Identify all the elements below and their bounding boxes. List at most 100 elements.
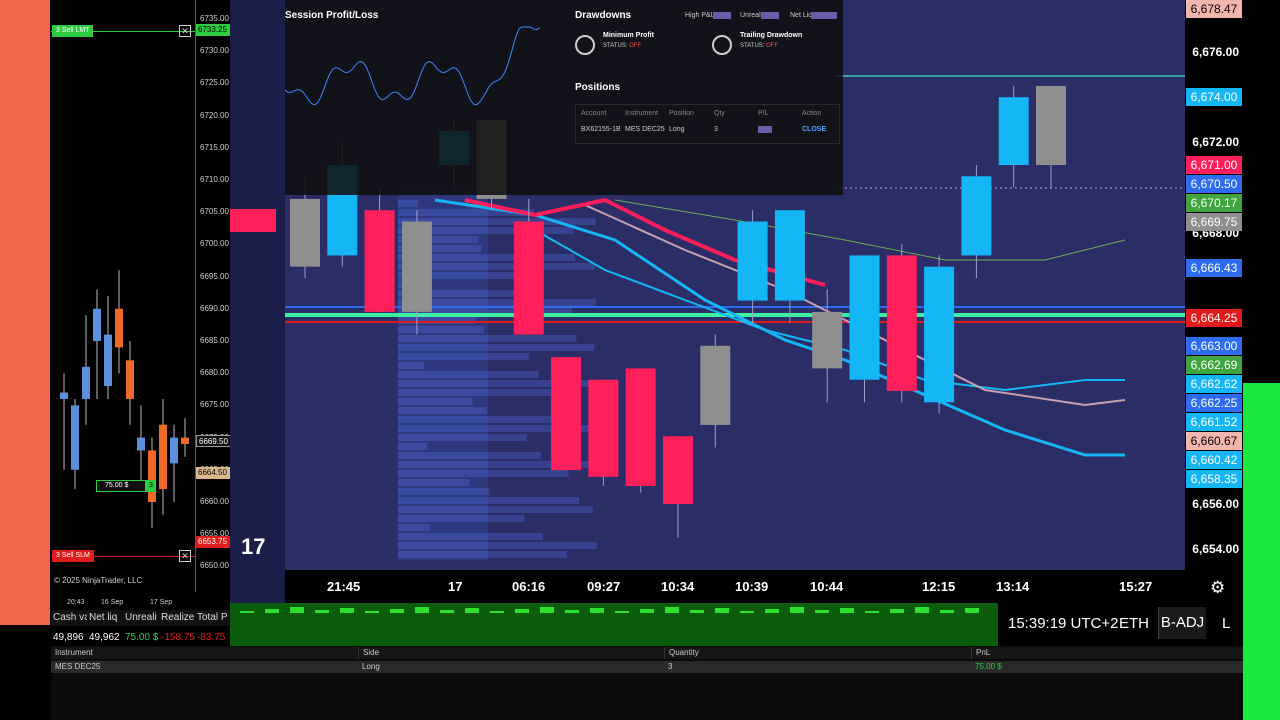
- account-column-header[interactable]: Total P: [197, 612, 228, 623]
- session-toggle[interactable]: ETH: [1119, 615, 1149, 632]
- time-axis-label: 17: [448, 579, 463, 594]
- price-flag: 6,660.67: [1186, 431, 1242, 450]
- volume-bar: [740, 611, 754, 613]
- position-side: Long: [669, 126, 685, 133]
- col-header: Instrument: [625, 110, 659, 117]
- volume-bars: [240, 607, 979, 613]
- volume-profile-bar: [398, 335, 577, 342]
- position-pl-value: [758, 126, 772, 133]
- time-axis-label: 10:44: [810, 579, 844, 594]
- candle-body: [663, 436, 693, 504]
- volume-bar: [915, 607, 929, 613]
- candle-body: [998, 97, 1029, 165]
- close-icon[interactable]: ✕: [179, 25, 191, 37]
- unreal-value: [761, 12, 779, 19]
- sell-limit-order-tag[interactable]: 3 Sell LMT: [52, 25, 94, 37]
- volume-profile-bar: [398, 533, 543, 540]
- tradingview-time-axis[interactable]: 21:45 17 06:16 09:27 10:34 10:39 10:44 12:15 13:…: [285, 570, 1185, 603]
- account-column-header[interactable]: Net liq: [89, 612, 118, 623]
- volume-profile-bar: [398, 416, 578, 423]
- account-value: -158.75: [161, 632, 195, 643]
- volume-bar: [290, 607, 304, 613]
- account-column-header[interactable]: Realize: [161, 612, 195, 623]
- price-tick-label: 6,672.00: [1192, 135, 1239, 150]
- volume-profile-bar: [398, 380, 597, 387]
- net-liq-value: [811, 12, 837, 19]
- candle-body: [924, 266, 955, 403]
- volume-profile-bar: [398, 461, 597, 468]
- volume-profile-bar: [398, 353, 530, 360]
- session-pnl-title: Session Profit/Loss: [285, 10, 379, 21]
- price-flag: 6,664.25: [1186, 308, 1242, 327]
- volume-profile-bar: [398, 452, 541, 459]
- col-quantity[interactable]: Quantity: [664, 647, 699, 659]
- candle-body: [181, 437, 189, 445]
- high-pnl-label: High P&L:: [685, 12, 717, 19]
- stop-market-order-line[interactable]: [51, 556, 195, 557]
- volume-profile-bar: [398, 263, 595, 270]
- entry-price-flag: 6664.50: [196, 467, 231, 480]
- time-axis-label: 21:45: [327, 579, 361, 594]
- copyright-text: © 2025 NinjaTrader, LLC: [54, 576, 143, 585]
- price-tick-label: 6725.00: [200, 78, 229, 88]
- volume-bar: [240, 611, 254, 613]
- price-tick-label: 6690.00: [200, 303, 229, 313]
- volume-bar: [465, 608, 479, 613]
- col-header: Position: [669, 110, 694, 117]
- volume-bar: [965, 608, 979, 613]
- sell-limit-order-line[interactable]: [51, 31, 195, 32]
- price-tick-label: 6,654.00: [1192, 542, 1239, 557]
- position-pnl-tag[interactable]: 75.00 $: [96, 480, 146, 492]
- log-scale-toggle[interactable]: L: [1222, 615, 1231, 632]
- net-liq-label: Net Liq:: [790, 12, 815, 19]
- gear-icon[interactable]: ⚙: [1210, 578, 1226, 597]
- candle-body: [115, 308, 123, 348]
- min-profit-label: Minimum Profit: [603, 32, 654, 39]
- volume-profile-bar: [398, 479, 470, 486]
- candle-body: [737, 221, 768, 301]
- min-profit-status: STATUS: OFF: [603, 43, 641, 49]
- session-pnl-sparkline: [285, 26, 541, 106]
- right-color-strip: [1243, 383, 1280, 720]
- volume-profile-bar: [398, 254, 575, 261]
- volume-bar: [365, 611, 379, 613]
- close-icon[interactable]: ✕: [179, 550, 191, 562]
- close-position-button[interactable]: CLOSE: [802, 126, 827, 133]
- price-tick-label: 6680.00: [200, 368, 229, 378]
- account-value: -83.75: [197, 632, 226, 643]
- table-row[interactable]: MES DEC25 Long 3 75.00 $: [51, 661, 1243, 673]
- candle-body: [104, 334, 112, 387]
- account-column-header[interactable]: Unreali: [125, 612, 157, 623]
- time-axis-label: 09:27: [587, 579, 621, 594]
- positions-grid: [575, 104, 840, 144]
- account-column-header[interactable]: Cash va: [53, 612, 87, 623]
- ninjatrader-price-axis[interactable]: 6735.00 6730.00 6725.00 6720.00 6715.00 6710.…: [195, 0, 231, 592]
- col-side[interactable]: Side: [358, 647, 379, 659]
- clock-readout: 15:39:19 UTC+2: [1008, 615, 1119, 632]
- account-value: 75.00 $: [125, 632, 159, 643]
- account-values: 49,896 49,962 75.00 $ -158.75 -83.75: [51, 630, 230, 646]
- stop-market-order-tag[interactable]: 3 Sell SLM: [52, 550, 94, 562]
- volume-profile-bar: [398, 389, 571, 396]
- col-instrument[interactable]: Instrument: [55, 648, 93, 657]
- volume-bar: [540, 607, 554, 613]
- candle-body: [71, 405, 79, 470]
- volume-bar: [840, 608, 854, 613]
- price-tick-label: 6,676.00: [1192, 45, 1239, 59]
- price-tick-label: 6700.00: [200, 239, 229, 249]
- volume-bar: [865, 611, 879, 613]
- candle-body: [588, 379, 619, 477]
- adjustment-toggle[interactable]: B-ADJ: [1158, 607, 1206, 639]
- price-tick-label: 6720.00: [200, 110, 229, 120]
- col-pnl[interactable]: PnL: [971, 647, 990, 659]
- candle-body: [364, 210, 395, 312]
- candle-body: [126, 360, 134, 399]
- time-axis-label: 06:16: [512, 579, 546, 594]
- tradingview-price-axis[interactable]: 6,676.00 6,672.00 6,668.00 6,656.00 6,654.00…: [1185, 0, 1243, 603]
- volume-bar: [515, 609, 529, 613]
- min-profit-ring-icon: [575, 35, 595, 55]
- drawdowns-title: Drawdowns: [575, 10, 632, 21]
- volume-profile-bar: [398, 515, 525, 522]
- candle-body: [137, 437, 145, 451]
- sell-limit-price-flag: 6733.25: [196, 24, 231, 37]
